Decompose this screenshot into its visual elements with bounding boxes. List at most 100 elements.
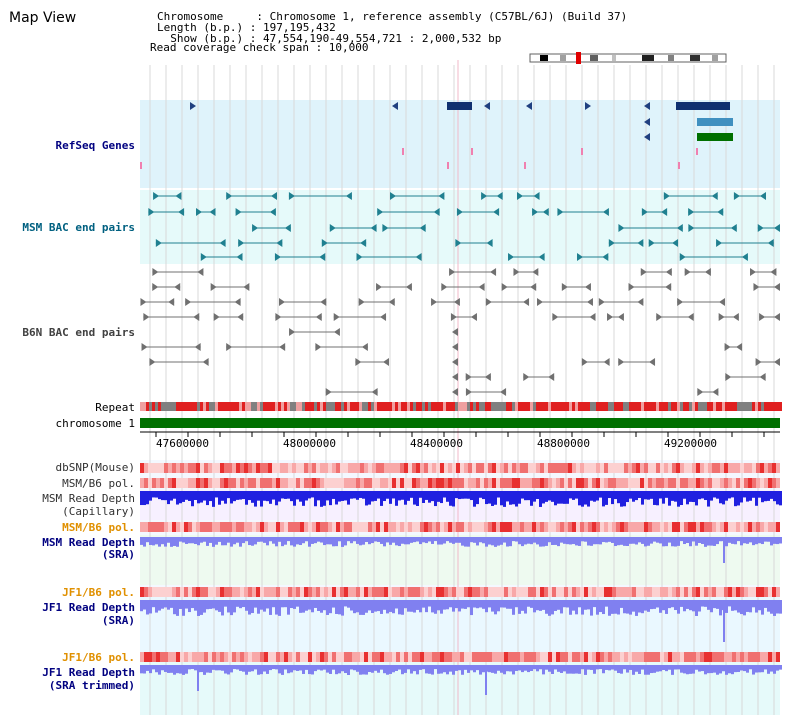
dbsnp-strip — [604, 463, 608, 473]
jf1-depth-sra-bar — [767, 600, 770, 612]
repeat-segment — [581, 402, 584, 411]
msm-depth-cap-bar — [437, 491, 440, 502]
msm-depth-cap-bar — [698, 491, 701, 500]
jf1-depth-trim-bar — [227, 665, 230, 675]
track-label-msm-bac[interactable]: MSM BAC end pairs — [22, 221, 135, 234]
jf1-depth-trim-bar — [332, 665, 335, 670]
jf1-b6-pol-strip — [624, 587, 628, 597]
msm-b6-pol-strip — [208, 478, 212, 488]
jf1-depth-trim-bar — [308, 665, 311, 675]
msm-depth-sra-bar — [152, 537, 155, 546]
dbsnp-strip — [216, 463, 220, 473]
dbsnp-strip — [728, 463, 732, 473]
b6n-bac-end — [441, 283, 448, 291]
jf1-b6-pol-strip — [708, 587, 712, 597]
track-label-refseq-genes[interactable]: RefSeq Genes — [55, 139, 135, 152]
msm-bac-end — [370, 224, 377, 232]
repeat-segment — [359, 402, 362, 411]
msm-b6-pol-strip — [276, 522, 280, 532]
track-label-msm-b6-pol-1[interactable]: MSM/B6 pol. — [62, 477, 135, 490]
repeat-segment — [434, 402, 437, 411]
repeat-segment — [158, 402, 161, 411]
msm-depth-cap-bar — [650, 491, 653, 499]
dbsnp-strip — [172, 463, 176, 473]
repeat-segment — [752, 402, 755, 411]
jf1-b6-pol-strip — [616, 587, 620, 597]
jf1-depth-trim-bar — [470, 665, 473, 671]
msm-depth-sra-bar — [503, 537, 506, 543]
repeat-segment — [548, 402, 551, 411]
repeat-segment — [416, 402, 419, 411]
jf1-b6-pol-strip — [184, 587, 188, 597]
jf1-depth-trim-bar — [467, 665, 470, 673]
repeat-segment — [179, 402, 182, 411]
track-label-jf1-depth-trim-1[interactable]: JF1 Read Depth — [42, 666, 135, 679]
msm-b6-pol-strip — [376, 478, 380, 488]
msm-b6-pol-strip — [680, 522, 684, 532]
msm-depth-sra-bar — [263, 537, 266, 543]
msm-b6-pol-strip — [572, 522, 576, 532]
msm-depth-cap-bar — [773, 491, 776, 502]
msm-depth-sra-bar — [194, 537, 197, 545]
track-label-msm-depth-sra-1[interactable]: MSM Read Depth — [42, 536, 135, 549]
msm-depth-cap-bar — [281, 491, 284, 499]
track-label-msm-depth-cap-1[interactable]: MSM Read Depth — [42, 492, 135, 505]
msm-bac-end — [688, 208, 695, 216]
msm-depth-cap-bar — [326, 491, 329, 501]
dbsnp-strip — [500, 463, 504, 473]
track-label-msm-b6-pol-2[interactable]: MSM/B6 pol. — [62, 521, 135, 534]
msm-b6-pol-strip — [688, 478, 692, 488]
repeat-segment — [230, 402, 233, 411]
jf1-b6-pol-strip — [436, 587, 440, 597]
jf1-depth-trim-bar — [155, 665, 158, 673]
jf1-b6-pol-strip — [632, 652, 636, 662]
jf1-b6-pol-strip — [324, 652, 328, 662]
ideogram-band — [540, 55, 548, 61]
jf1-b6-pol-strip — [732, 587, 736, 597]
repeat-segment — [710, 402, 713, 411]
track-label-jf1-b6-pol-2[interactable]: JF1/B6 pol. — [62, 651, 135, 664]
jf1-depth-trim-bar — [464, 665, 467, 670]
jf1-b6-pol-strip — [348, 587, 352, 597]
dbsnp-strip — [224, 463, 228, 473]
jf1-depth-sra-bar — [269, 600, 272, 615]
msm-depth-cap-bar — [266, 491, 269, 502]
b6n-bac-end — [210, 283, 217, 291]
msm-bac-end — [377, 208, 384, 216]
msm-depth-sra-bar — [551, 537, 554, 546]
dbsnp-strip — [240, 463, 244, 473]
jf1-b6-pol-strip — [716, 587, 720, 597]
msm-depth-cap-bar — [656, 491, 659, 506]
track-label-jf1-depth-sra-1[interactable]: JF1 Read Depth — [42, 601, 135, 614]
jf1-depth-sra-bar — [482, 600, 485, 609]
jf1-depth-trim-bar — [575, 665, 578, 674]
repeat-segment — [374, 402, 377, 411]
msm-b6-pol-strip — [240, 478, 244, 488]
track-label-dbsnp[interactable]: dbSNP(Mouse) — [55, 461, 135, 474]
track-label-b6n-bac[interactable]: B6N BAC end pairs — [22, 326, 135, 339]
msm-depth-cap-bar — [566, 491, 569, 504]
jf1-depth-sra-bar — [416, 600, 419, 610]
msm-depth-cap-bar — [419, 491, 422, 498]
msm-depth-cap-bar — [329, 491, 332, 506]
msm-depth-sra-bar — [611, 537, 614, 543]
jf1-depth-trim-bar — [485, 665, 487, 695]
msm-depth-sra-bar — [290, 537, 293, 546]
msm-depth-sra-bar — [521, 537, 524, 547]
jf1-b6-pol-strip — [656, 652, 660, 662]
jf1-b6-pol-strip — [464, 587, 468, 597]
jf1-b6-pol-strip — [368, 652, 372, 662]
track-label-jf1-b6-pol-1[interactable]: JF1/B6 pol. — [62, 586, 135, 599]
header-coverage-span: Read coverage check span : 10,000 — [150, 41, 369, 54]
msm-b6-pol-strip — [412, 478, 416, 488]
msm-depth-cap-bar — [626, 491, 629, 503]
msm-depth-cap-bar — [284, 491, 287, 499]
dbsnp-strip — [360, 463, 364, 473]
b6n-bac-end — [697, 388, 704, 396]
msm-b6-pol-strip — [600, 478, 604, 488]
dbsnp-strip — [660, 463, 664, 473]
jf1-b6-pol-strip — [776, 587, 780, 597]
jf1-b6-pol-strip — [152, 587, 156, 597]
